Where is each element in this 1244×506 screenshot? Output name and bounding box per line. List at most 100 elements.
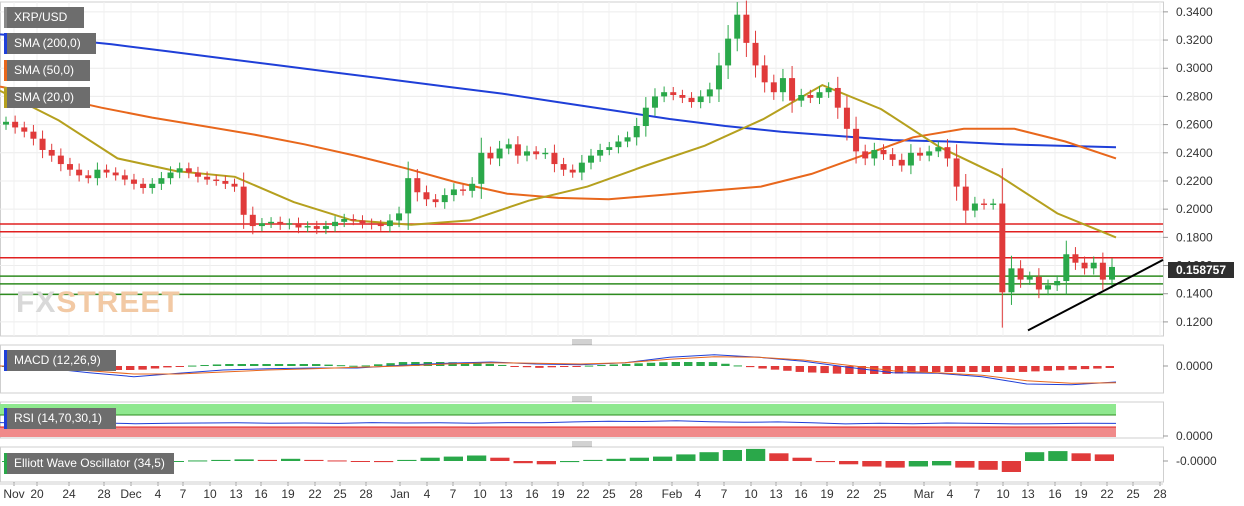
candle-body	[962, 186, 969, 211]
candle-body	[706, 89, 713, 97]
y-tick-label: 0.1400	[1176, 287, 1213, 301]
candle-body	[880, 149, 887, 155]
sma50-line	[0, 85, 1117, 201]
legend-rsi[interactable]: RSI (14,70,30,1)	[4, 408, 116, 429]
y-tick-label: 0.2400	[1176, 146, 1213, 160]
macd-histogram-bar	[324, 364, 333, 366]
panel-splitters[interactable]	[572, 339, 592, 447]
ewo-bar	[932, 461, 952, 466]
candle-body	[176, 168, 183, 173]
candle-body	[990, 203, 997, 205]
x-tick-label: Nov	[3, 487, 24, 501]
macd-histogram-bar	[907, 366, 916, 373]
sma50-swatch	[4, 60, 7, 81]
legend-symbol[interactable]: XRP/USD	[4, 7, 84, 28]
macd-signal-line	[0, 356, 1117, 384]
ewo-bar	[304, 459, 324, 461]
macd-histogram-bar	[498, 364, 507, 366]
macd-histogram-bar	[175, 366, 184, 367]
candle-body	[816, 92, 823, 98]
candle-body	[825, 87, 832, 93]
symbol-label: XRP/USD	[14, 10, 68, 24]
candle-body	[450, 189, 457, 196]
candle-body	[1017, 268, 1024, 280]
legend-sma200[interactable]: SMA (200,0)	[4, 33, 96, 54]
macd-histogram-bar	[386, 363, 395, 366]
candle-body	[30, 131, 37, 139]
x-tick-label: 22	[1100, 487, 1114, 501]
candle-body	[926, 151, 933, 156]
y-tick-label: 0.1200	[1176, 315, 1213, 329]
ewo-bar	[467, 455, 487, 461]
candle-body	[1072, 254, 1079, 263]
macd-histogram-bar	[684, 362, 693, 366]
y-tick-label: 0.2800	[1176, 89, 1213, 103]
candle-body	[405, 178, 412, 214]
ewo-bar	[397, 459, 417, 461]
macd-histogram-bar	[460, 362, 470, 366]
candle-body	[478, 152, 485, 184]
ewo-bar	[815, 461, 835, 463]
candle-body	[295, 223, 302, 228]
ewo-bar	[908, 461, 928, 467]
last-price-tag: 0.158757	[1168, 262, 1234, 278]
x-tick-label: 28	[359, 487, 373, 501]
candle-body	[359, 220, 366, 224]
macd-histogram-bar	[1006, 366, 1015, 372]
macd-histogram-bar	[126, 366, 135, 370]
candle-body	[341, 219, 348, 222]
candle-body	[670, 92, 677, 96]
macd-histogram-bar	[411, 362, 420, 366]
legend-sma20[interactable]: SMA (20,0)	[4, 87, 90, 108]
x-tick-label: 16	[525, 487, 539, 501]
candle-body	[770, 82, 777, 93]
candle-body	[240, 186, 247, 215]
ewo-bar	[257, 459, 277, 461]
x-tick-label: 16	[794, 487, 808, 501]
x-tick-label: 16	[254, 487, 268, 501]
ewo-bar	[583, 459, 603, 461]
macd-histogram-bar	[609, 364, 618, 366]
candle-body	[789, 78, 796, 101]
legend-sma50[interactable]: SMA (50,0)	[4, 60, 90, 81]
candle-body	[423, 192, 430, 200]
legend-macd[interactable]: MACD (12,26,9)	[4, 350, 116, 371]
candle-body	[587, 155, 594, 163]
x-tick-label: 7	[450, 487, 457, 501]
x-tick-label: 10	[996, 487, 1010, 501]
candle-body	[935, 147, 942, 152]
ewo-bar	[1071, 453, 1091, 461]
macd-histogram-bar	[113, 366, 122, 370]
date-axis: Nov 20 24 28 Dec 4 7 10 13 16 19 22 25 28 Jan 4 7 10 13 16 1…	[0, 482, 1167, 501]
candle-body	[615, 141, 622, 148]
ewo-bar	[1001, 461, 1021, 472]
macd-histogram-bar	[349, 365, 358, 367]
ewo-bar	[885, 461, 905, 468]
ewo-bar	[350, 461, 370, 462]
ewo-bar	[1025, 452, 1045, 461]
candle-body	[268, 221, 275, 224]
macd-y-tick-label: 0.0000	[1176, 359, 1213, 373]
rsi-swatch	[4, 408, 7, 429]
candle-body	[715, 65, 722, 90]
candle-body	[1109, 266, 1115, 280]
candle-body	[158, 178, 165, 184]
macd-histogram-bar	[746, 366, 755, 368]
candle-body	[697, 96, 704, 103]
candle-body	[496, 148, 503, 159]
macd-histogram-bar	[510, 366, 519, 367]
x-tick-label: 13	[1021, 487, 1035, 501]
macd-histogram-bar	[671, 362, 680, 366]
ewo-panel: -0.0000	[0, 446, 1217, 483]
macd-histogram-bar	[994, 366, 1003, 372]
legend-ewo[interactable]: Elliott Wave Oscillator (34,5)	[4, 453, 174, 474]
ewo-panel-border	[0, 446, 1164, 483]
candle-body	[752, 42, 759, 66]
rsi-line	[0, 420, 1117, 425]
candle-body	[533, 151, 540, 155]
macd-histogram-bar	[287, 364, 296, 366]
x-tick-label: Feb	[662, 487, 683, 501]
macd-histogram-bar	[1018, 366, 1028, 372]
macd-histogram-bar	[894, 366, 904, 374]
